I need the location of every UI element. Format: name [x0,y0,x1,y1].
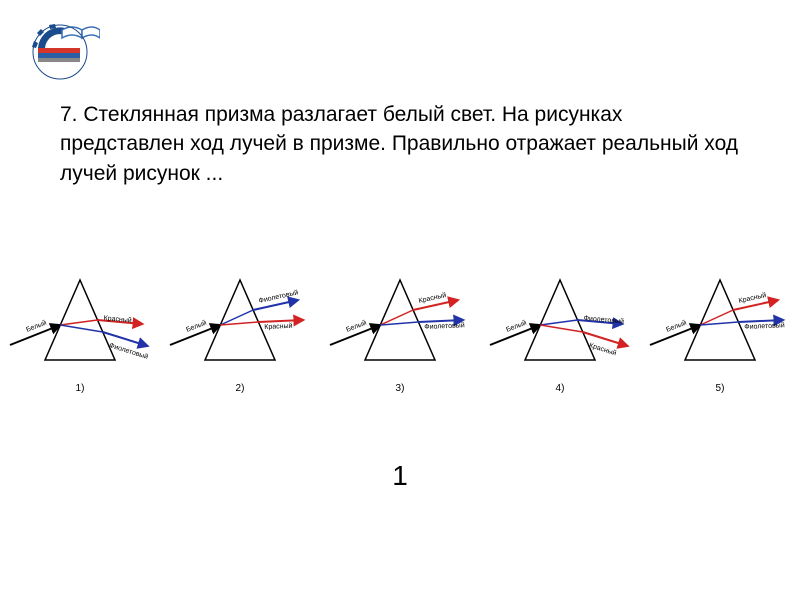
svg-text:Фиолетовый: Фиолетовый [258,288,299,305]
prism-option-4: БелыйФиолетовыйКрасный 4) [485,270,635,394]
prism-diagram: БелыйФиолетовыйКрасный [485,270,635,370]
prism-diagram: БелыйФиолетовыйКрасный [165,270,315,370]
prism-option-3: БелыйКрасныйФиолетовый 3) [325,270,475,394]
option-number: 3) [325,383,475,394]
svg-text:Красный: Красный [264,322,293,331]
option-number: 5) [645,383,795,394]
prism-option-2: БелыйФиолетовыйКрасный 2) [165,270,315,394]
question-text: 7. Стеклянная призма разлагает белый све… [60,100,740,188]
prism-options-row: БелыйКрасныйФиолетовый 1) БелыйФиолетовы… [0,270,800,410]
answer-value: 1 [0,460,800,492]
prism-option-5: БелыйКрасныйФиолетовый 5) [645,270,795,394]
option-number: 2) [165,383,315,394]
prism-diagram: БелыйКрасныйФиолетовый [325,270,475,370]
prism-diagram: БелыйКрасныйФиолетовый [5,270,155,370]
university-logo [30,20,100,80]
option-number: 1) [5,383,155,394]
svg-text:Красный: Красный [103,314,132,324]
option-number: 4) [485,383,635,394]
svg-text:Фиолетовый: Фиолетовый [424,321,465,331]
svg-text:Фиолетовый: Фиолетовый [583,314,624,326]
logo-svg [30,20,100,80]
prism-option-1: БелыйКрасныйФиолетовый 1) [5,270,155,394]
svg-text:Фиолетовый: Фиолетовый [744,321,785,331]
prism-diagram: БелыйКрасныйФиолетовый [645,270,795,370]
